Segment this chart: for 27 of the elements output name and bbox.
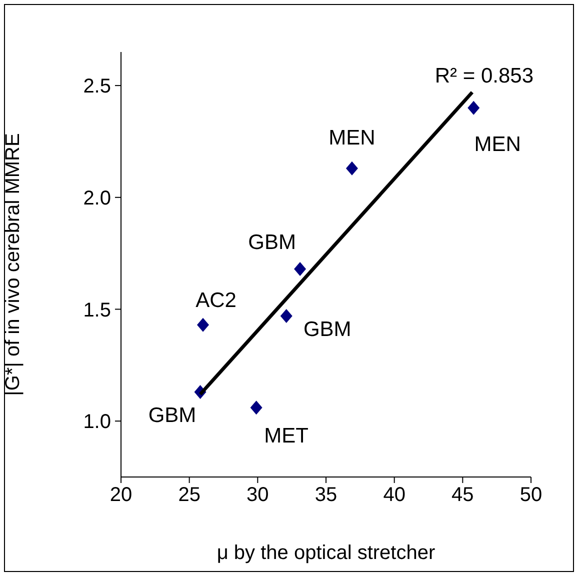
x-tick-label: 20 — [110, 484, 132, 506]
x-tick-label: 25 — [178, 484, 200, 506]
annotation: AC2 — [196, 288, 236, 312]
point — [294, 262, 306, 276]
y-tick-label: 1.0 — [83, 411, 111, 434]
y-tick-label: 2.5 — [83, 76, 111, 98]
point — [197, 318, 209, 332]
x-tick-label: 45 — [452, 484, 474, 506]
x-tick-label: 40 — [383, 484, 406, 506]
point — [250, 400, 262, 415]
annotation: R² = 0.853 — [434, 64, 534, 88]
point — [468, 100, 480, 115]
x-tick-label: 50 — [520, 484, 542, 506]
annotation: MEN — [328, 126, 376, 150]
y-axis-title: |G*| of in vivo cerebral MMRE — [2, 133, 24, 396]
annotation: GBM — [248, 230, 296, 254]
y-tick-label: 2.0 — [83, 187, 111, 210]
x-axis-title: μ by the optical stretcher — [216, 542, 436, 564]
point — [346, 161, 358, 176]
y-tick-label: 1.5 — [83, 299, 111, 322]
x-tick-label: 30 — [246, 484, 269, 506]
point — [280, 308, 292, 323]
x-tick-label: 35 — [314, 484, 338, 506]
annotation: GBM — [148, 404, 196, 427]
annotation: GBM — [303, 318, 352, 341]
annotation: MEN — [474, 132, 521, 156]
annotation: MET — [264, 424, 309, 448]
